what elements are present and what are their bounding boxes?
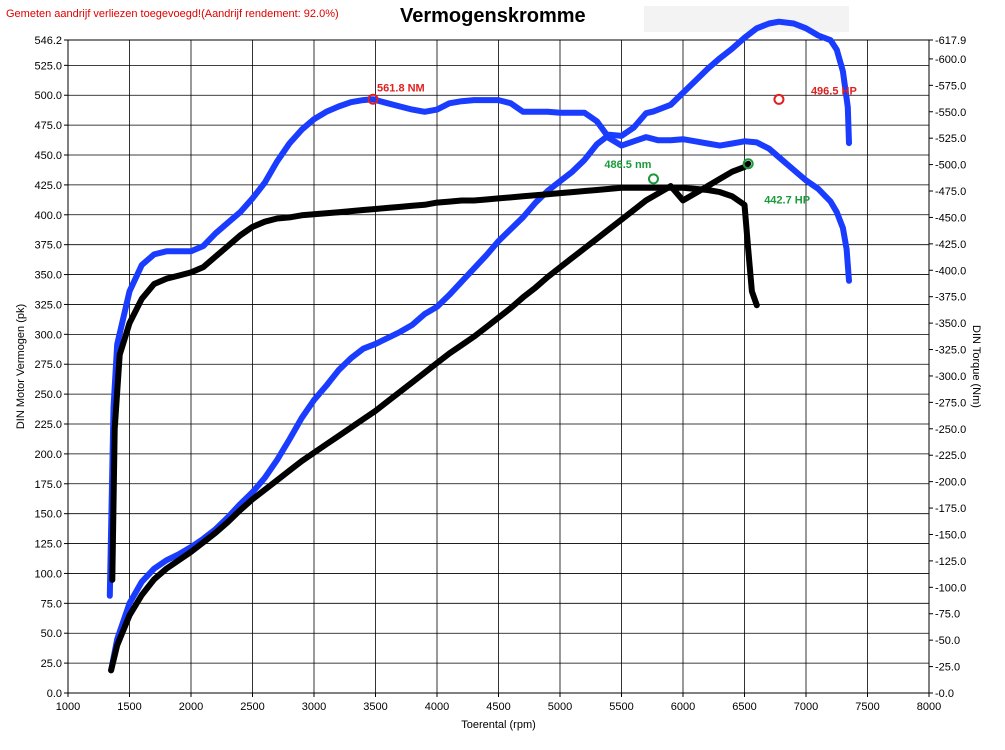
y-tick-label: 375.0 — [34, 240, 62, 252]
y-tick-label: 75.0 — [41, 598, 62, 610]
y-tick-label: 200.0 — [34, 449, 62, 461]
y2-tick-label: -425.0 — [935, 239, 966, 251]
y2-tick-label: -150.0 — [935, 529, 966, 541]
peak-label: 561.8 NM — [377, 82, 425, 94]
y2-tick-label: -375.0 — [935, 292, 966, 304]
chart-title: Vermogenskromme — [400, 5, 586, 27]
x-tick-label: 5500 — [609, 701, 633, 713]
x-tick-label: 3000 — [302, 701, 326, 713]
x-tick-label: 2000 — [179, 701, 203, 713]
y-tick-label: 150.0 — [34, 509, 62, 521]
y2-tick-label: -525.0 — [935, 133, 966, 145]
y-tick-label: 50.0 — [41, 628, 62, 640]
x-axis-ticks: 1000 1500 2000 2500 3000 3500 4000 4500 5000 5500… — [56, 693, 941, 713]
y2-tick-label: -550.0 — [935, 107, 966, 119]
series-line-black-y2 — [109, 184, 760, 583]
x-tick-label: 7500 — [855, 701, 879, 713]
y2-tick-label: -600.0 — [935, 54, 966, 66]
y-tick-label: 400.0 — [34, 210, 62, 222]
peak-marker — [773, 93, 785, 105]
y-tick-label: 225.0 — [34, 419, 62, 431]
x-tick-label: 8000 — [917, 701, 941, 713]
y-tick-label: 450.0 — [34, 150, 62, 162]
y2-tick-label: -475.0 — [935, 186, 966, 198]
drive-loss-note: Gemeten aandrijf verliezen toegevoegd!(A… — [6, 8, 339, 20]
y2-tick-label: -25.0 — [935, 662, 960, 674]
x-tick-label: 1000 — [56, 701, 80, 713]
right-axis-ticks: -617.9 -600.0 -575.0 -550.0 -525.0 -500.0 -475… — [929, 35, 966, 700]
y-tick-label: 475.0 — [34, 120, 62, 132]
y2-tick-label: -450.0 — [935, 212, 966, 224]
x-tick-label: 7000 — [794, 701, 818, 713]
x-tick-label: 4000 — [425, 701, 449, 713]
y-axis-label: DIN Motor Vermogen (pk) — [15, 304, 27, 429]
y2-tick-label: -200.0 — [935, 477, 966, 489]
y2-tick-label: -617.9 — [935, 35, 966, 47]
y2-tick-label: -350.0 — [935, 318, 966, 330]
y2-tick-label: -400.0 — [935, 265, 966, 277]
x-tick-label: 5000 — [548, 701, 572, 713]
y-tick-label: 546.2 — [34, 35, 62, 47]
y-tick-label: 100.0 — [34, 568, 62, 580]
y-tick-label: 175.0 — [34, 479, 62, 491]
peak-marker — [742, 158, 754, 170]
y2-tick-label: -75.0 — [935, 609, 960, 621]
y2-tick-label: -250.0 — [935, 424, 966, 436]
y2-tick-label: -50.0 — [935, 635, 960, 647]
y-tick-label: 500.0 — [34, 90, 62, 102]
title-info-box — [644, 6, 849, 32]
y2-tick-label: -325.0 — [935, 345, 966, 357]
y-tick-label: 350.0 — [34, 270, 62, 282]
y2-tick-label: -225.0 — [935, 450, 966, 462]
y-tick-label: 300.0 — [34, 329, 62, 341]
series-line-blue-y — [108, 18, 852, 674]
annotations: 561.8 NM 496.5 HP 486.5 nm 442.7 HP — [367, 82, 857, 207]
y-tick-label: 425.0 — [34, 180, 62, 192]
x-tick-label: 1500 — [117, 701, 141, 713]
y2-tick-label: -500.0 — [935, 160, 966, 172]
left-axis-ticks: 546.2 525.0 500.0 475.0 450.0 425.0 400.0 375.0… — [34, 35, 68, 700]
series-line-blue-y2 — [106, 96, 852, 599]
peak-label: 486.5 nm — [604, 159, 651, 171]
peak-label: 496.5 HP — [811, 85, 857, 97]
x-tick-label: 4500 — [486, 701, 510, 713]
x-tick-label: 2500 — [240, 701, 264, 713]
y2-tick-label: -125.0 — [935, 556, 966, 568]
grid-lines — [67, 39, 930, 694]
y2-tick-label: -300.0 — [935, 371, 966, 383]
x-tick-label: 6500 — [732, 701, 756, 713]
x-tick-label: 6000 — [671, 701, 695, 713]
y-tick-label: 325.0 — [34, 299, 62, 311]
y2-tick-label: -275.0 — [935, 397, 966, 409]
y-tick-label: 525.0 — [34, 60, 62, 72]
y2-tick-label: -100.0 — [935, 582, 966, 594]
peak-label: 442.7 HP — [764, 195, 810, 207]
x-axis-label: Toerental (rpm) — [461, 719, 536, 731]
y2-tick-label: -175.0 — [935, 503, 966, 515]
x-tick-label: 3500 — [363, 701, 387, 713]
y-tick-label: 250.0 — [34, 389, 62, 401]
y-tick-label: 25.0 — [41, 658, 62, 670]
y-tick-label: 275.0 — [34, 359, 62, 371]
y2-tick-label: -575.0 — [935, 80, 966, 92]
peak-marker — [647, 173, 659, 185]
y2-axis-label: DIN Torque (Nm) — [970, 325, 982, 408]
y-tick-label: 125.0 — [34, 539, 62, 551]
y2-tick-label: -0.0 — [935, 688, 954, 700]
series-lines — [106, 18, 852, 674]
peak-marker — [367, 93, 379, 105]
y-tick-label: 0.0 — [47, 688, 62, 700]
series-line-black-y — [108, 160, 752, 674]
